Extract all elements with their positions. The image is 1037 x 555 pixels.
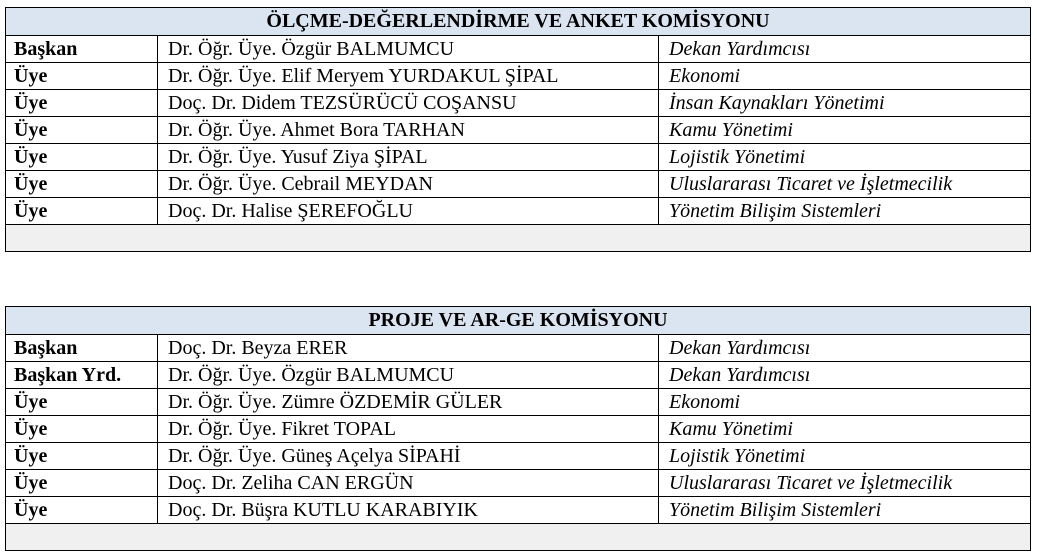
unit-cell: Dekan Yardımcısı [669, 337, 811, 359]
name-cell: Dr. Öğr. Üye. Elif Meryem YURDAKUL ŞİPAL [158, 63, 659, 89]
unit-cell: Uluslararası Ticaret ve İşletmecilik [669, 472, 953, 494]
role-cell: Başkan Yrd. [6, 362, 158, 388]
table-row: Üye Dr. Öğr. Üye. Güneş Açelya SİPAHİ Lo… [6, 443, 1030, 470]
table-row: Üye Doç. Dr. Zeliha CAN ERGÜN Uluslarara… [6, 470, 1030, 497]
unit-cell: Ekonomi [669, 391, 741, 413]
name-cell: Doç. Dr. Halise ŞEREFOĞLU [158, 198, 659, 224]
role-cell: Üye [6, 117, 158, 143]
role-cell: Üye [6, 63, 158, 89]
table-row: Başkan Doç. Dr. Beyza ERER Dekan Yardımc… [6, 335, 1030, 362]
table-row: Üye Dr. Öğr. Üye. Yusuf Ziya ŞİPAL Lojis… [6, 144, 1030, 171]
name-cell: Doç. Dr. Didem TEZSÜRÜCÜ COŞANSU [158, 90, 659, 116]
table-row: Üye Dr. Öğr. Üye. Cebrail MEYDAN Uluslar… [6, 171, 1030, 198]
unit-cell: Kamu Yönetimi [669, 119, 793, 141]
role-cell: Üye [6, 144, 158, 170]
commission-table-proje: PROJE VE AR-GE KOMİSYONU Başkan Doç. Dr.… [5, 306, 1031, 551]
name-cell: Dr. Öğr. Üye. Özgür BALMUMCU [158, 362, 659, 388]
name-cell: Dr. Öğr. Üye. Zümre ÖZDEMİR GÜLER [158, 389, 659, 415]
table-title: ÖLÇME-DEĞERLENDİRME VE ANKET KOMİSYONU [6, 8, 1030, 36]
table-title: PROJE VE AR-GE KOMİSYONU [6, 307, 1030, 335]
commission-table-olcme: ÖLÇME-DEĞERLENDİRME VE ANKET KOMİSYONU B… [5, 7, 1031, 252]
table-row: Üye Dr. Öğr. Üye. Ahmet Bora TARHAN Kamu… [6, 117, 1030, 144]
role-cell: Üye [6, 171, 158, 197]
name-cell: Doç. Dr. Büşra KUTLU KARABIYIK [158, 497, 659, 523]
unit-cell: Lojistik Yönetimi [669, 146, 806, 168]
name-cell: Dr. Öğr. Üye. Özgür BALMUMCU [158, 36, 659, 62]
role-cell: Üye [6, 470, 158, 496]
role-cell: Üye [6, 389, 158, 415]
name-cell: Dr. Öğr. Üye. Fikret TOPAL [158, 416, 659, 442]
table-row: Üye Doç. Dr. Büşra KUTLU KARABIYIK Yönet… [6, 497, 1030, 524]
unit-cell: Ekonomi [669, 65, 741, 87]
role-cell: Üye [6, 497, 158, 523]
empty-footer-row [6, 524, 1030, 550]
table-row: Üye Dr. Öğr. Üye. Fikret TOPAL Kamu Yöne… [6, 416, 1030, 443]
unit-cell: Uluslararası Ticaret ve İşletmecilik [669, 173, 953, 195]
name-cell: Dr. Öğr. Üye. Cebrail MEYDAN [158, 171, 659, 197]
role-cell: Üye [6, 90, 158, 116]
unit-cell: Yönetim Bilişim Sistemleri [669, 200, 882, 222]
table-row: Başkan Dr. Öğr. Üye. Özgür BALMUMCU Deka… [6, 36, 1030, 63]
role-cell: Başkan [6, 335, 158, 361]
name-cell: Doç. Dr. Beyza ERER [158, 335, 659, 361]
unit-cell: İnsan Kaynakları Yönetimi [669, 92, 885, 114]
table-row: Üye Doç. Dr. Halise ŞEREFOĞLU Yönetim Bi… [6, 198, 1030, 225]
unit-cell: Dekan Yardımcısı [669, 38, 811, 60]
unit-cell: Lojistik Yönetimi [669, 445, 806, 467]
table-row: Üye Dr. Öğr. Üye. Zümre ÖZDEMİR GÜLER Ek… [6, 389, 1030, 416]
unit-cell: Yönetim Bilişim Sistemleri [669, 499, 882, 521]
role-cell: Üye [6, 416, 158, 442]
name-cell: Dr. Öğr. Üye. Ahmet Bora TARHAN [158, 117, 659, 143]
table-row: Üye Doç. Dr. Didem TEZSÜRÜCÜ COŞANSU İns… [6, 90, 1030, 117]
role-cell: Üye [6, 198, 158, 224]
table-row: Başkan Yrd. Dr. Öğr. Üye. Özgür BALMUMCU… [6, 362, 1030, 389]
name-cell: Doç. Dr. Zeliha CAN ERGÜN [158, 470, 659, 496]
name-cell: Dr. Öğr. Üye. Yusuf Ziya ŞİPAL [158, 144, 659, 170]
unit-cell: Kamu Yönetimi [669, 418, 793, 440]
unit-cell: Dekan Yardımcısı [669, 364, 811, 386]
table-row: Üye Dr. Öğr. Üye. Elif Meryem YURDAKUL Ş… [6, 63, 1030, 90]
empty-footer-row [6, 225, 1030, 251]
role-cell: Üye [6, 443, 158, 469]
name-cell: Dr. Öğr. Üye. Güneş Açelya SİPAHİ [158, 443, 659, 469]
role-cell: Başkan [6, 36, 158, 62]
